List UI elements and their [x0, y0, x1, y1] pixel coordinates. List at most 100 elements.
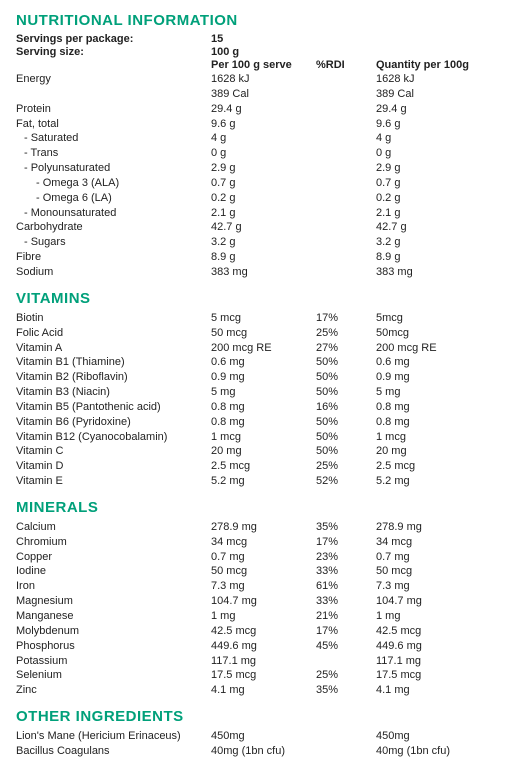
row-rdi: 25%: [316, 326, 376, 341]
row-per100: 5mcg: [376, 311, 491, 326]
table-row: Manganese1 mg21%1 mg: [16, 609, 491, 624]
row-label: Manganese: [16, 609, 211, 624]
table-row: Vitamin B6 (Pyridoxine)0.8 mg50% 0.8 mg: [16, 415, 491, 430]
vitamins-table: Biotin5 mcg17%5mcgFolic Acid50 mcg25%50m…: [16, 311, 491, 489]
row-per100: 9.6 g: [376, 117, 491, 132]
row-per100: 0.7 g: [376, 176, 491, 191]
table-row: Fibre8.9 g8.9 g: [16, 250, 491, 265]
table-row: Vitamin B1 (Thiamine)0.6 mg50%0.6 mg: [16, 355, 491, 370]
row-per100: 8.9 g: [376, 250, 491, 265]
row-label: - Saturated: [16, 131, 211, 146]
row-serve: 0.2 g: [211, 191, 316, 206]
row-serve: 2.1 g: [211, 206, 316, 221]
row-per100: 17.5 mcg: [376, 668, 491, 683]
row-rdi: 27%: [316, 341, 376, 356]
row-per100: 389 Cal: [376, 87, 491, 102]
row-serve: 29.4 g: [211, 102, 316, 117]
row-rdi: 50%: [316, 385, 376, 400]
row-rdi: [316, 146, 376, 161]
row-serve: 40mg (1bn cfu): [211, 744, 316, 759]
row-per100: 1 mg: [376, 609, 491, 624]
row-rdi: [316, 654, 376, 669]
row-serve: 1 mg: [211, 609, 316, 624]
row-label: Vitamin B2 (Riboflavin): [16, 370, 211, 385]
row-serve: 0.9 mg: [211, 370, 316, 385]
row-label: Selenium: [16, 668, 211, 683]
row-label: - Polyunsaturated: [16, 161, 211, 176]
row-serve: 17.5 mcg: [211, 668, 316, 683]
row-label: Zinc: [16, 683, 211, 698]
row-per100: 20 mg: [376, 444, 491, 459]
row-serve: 7.3 mg: [211, 579, 316, 594]
table-row: Vitamin A200 mcg RE27%200 mcg RE: [16, 341, 491, 356]
table-row: Vitamin B5 (Pantothenic acid)0.8 mg16%0.…: [16, 400, 491, 415]
row-serve: 5.2 mg: [211, 474, 316, 489]
row-per100: 104.7 mg: [376, 594, 491, 609]
row-label: Vitamin E: [16, 474, 211, 489]
row-serve: 1 mcg: [211, 430, 316, 445]
row-per100: 40mg (1bn cfu): [376, 744, 491, 759]
row-serve: 449.6 mg: [211, 639, 316, 654]
row-per100: 2.9 g: [376, 161, 491, 176]
row-label: Molybdenum: [16, 624, 211, 639]
row-serve: 4 g: [211, 131, 316, 146]
table-row: - Saturated4 g4 g: [16, 131, 491, 146]
table-row: Calcium278.9 mg35%278.9 mg: [16, 520, 491, 535]
row-rdi: 17%: [316, 624, 376, 639]
row-per100: 1 mcg: [376, 430, 491, 445]
table-row: - Monounsaturated2.1 g2.1 g: [16, 206, 491, 221]
row-serve: 0.8 mg: [211, 415, 316, 430]
row-rdi: [316, 729, 376, 744]
table-row: Phosphorus449.6 mg45%449.6 mg: [16, 639, 491, 654]
row-per100: 0.7 mg: [376, 550, 491, 565]
row-label: Vitamin B1 (Thiamine): [16, 355, 211, 370]
row-label: Phosphorus: [16, 639, 211, 654]
row-rdi: [316, 102, 376, 117]
row-per100: 4.1 mg: [376, 683, 491, 698]
row-rdi: 16%: [316, 400, 376, 415]
row-per100: 450mg: [376, 729, 491, 744]
row-label: Lion's Mane (Hericium Erinaceus): [16, 729, 211, 744]
row-serve: 200 mcg RE: [211, 341, 316, 356]
row-label: Vitamin B5 (Pantothenic acid): [16, 400, 211, 415]
row-rdi: 33%: [316, 594, 376, 609]
col-header-rdi: %RDI: [316, 59, 376, 71]
row-per100: 383 mg: [376, 265, 491, 280]
row-serve: 0.6 mg: [211, 355, 316, 370]
column-headers: Per 100 g serve %RDI Quantity per 100g: [16, 59, 491, 71]
row-per100: 0.9 mg: [376, 370, 491, 385]
row-rdi: [316, 87, 376, 102]
table-row: Vitamin B2 (Riboflavin)0.9 mg50%0.9 mg: [16, 370, 491, 385]
row-rdi: [316, 72, 376, 87]
row-label: [16, 87, 211, 102]
row-label: Magnesium: [16, 594, 211, 609]
table-row: Vitamin D2.5 mcg25%2.5 mcg: [16, 459, 491, 474]
table-row: Iodine50 mcg33%50 mcg: [16, 564, 491, 579]
row-rdi: 25%: [316, 459, 376, 474]
row-per100: 42.7 g: [376, 220, 491, 235]
other-ingredients-table: Lion's Mane (Hericium Erinaceus)450mg450…: [16, 729, 491, 759]
row-label: Chromium: [16, 535, 211, 550]
row-label: Vitamin B3 (Niacin): [16, 385, 211, 400]
table-row: Folic Acid50 mcg25%50mcg: [16, 326, 491, 341]
table-row: - Omega 3 (ALA)0.7 g0.7 g: [16, 176, 491, 191]
row-label: - Omega 6 (LA): [16, 191, 211, 206]
row-serve: 3.2 g: [211, 235, 316, 250]
row-label: Vitamin C: [16, 444, 211, 459]
row-per100: 2.5 mcg: [376, 459, 491, 474]
row-rdi: 45%: [316, 639, 376, 654]
row-label: Vitamin A: [16, 341, 211, 356]
row-per100: 29.4 g: [376, 102, 491, 117]
row-label: Iron: [16, 579, 211, 594]
col-header-per100: Quantity per 100g: [376, 59, 491, 71]
row-rdi: 33%: [316, 564, 376, 579]
row-rdi: [316, 176, 376, 191]
row-serve: 50 mcg: [211, 326, 316, 341]
row-label: Copper: [16, 550, 211, 565]
table-row: - Polyunsaturated2.9 g2.9 g: [16, 161, 491, 176]
row-per100: 200 mcg RE: [376, 341, 491, 356]
row-label: - Trans: [16, 146, 211, 161]
row-per100: 4 g: [376, 131, 491, 146]
table-row: Fat, total9.6 g9.6 g: [16, 117, 491, 132]
servings-per-package-value: 15: [211, 33, 316, 45]
